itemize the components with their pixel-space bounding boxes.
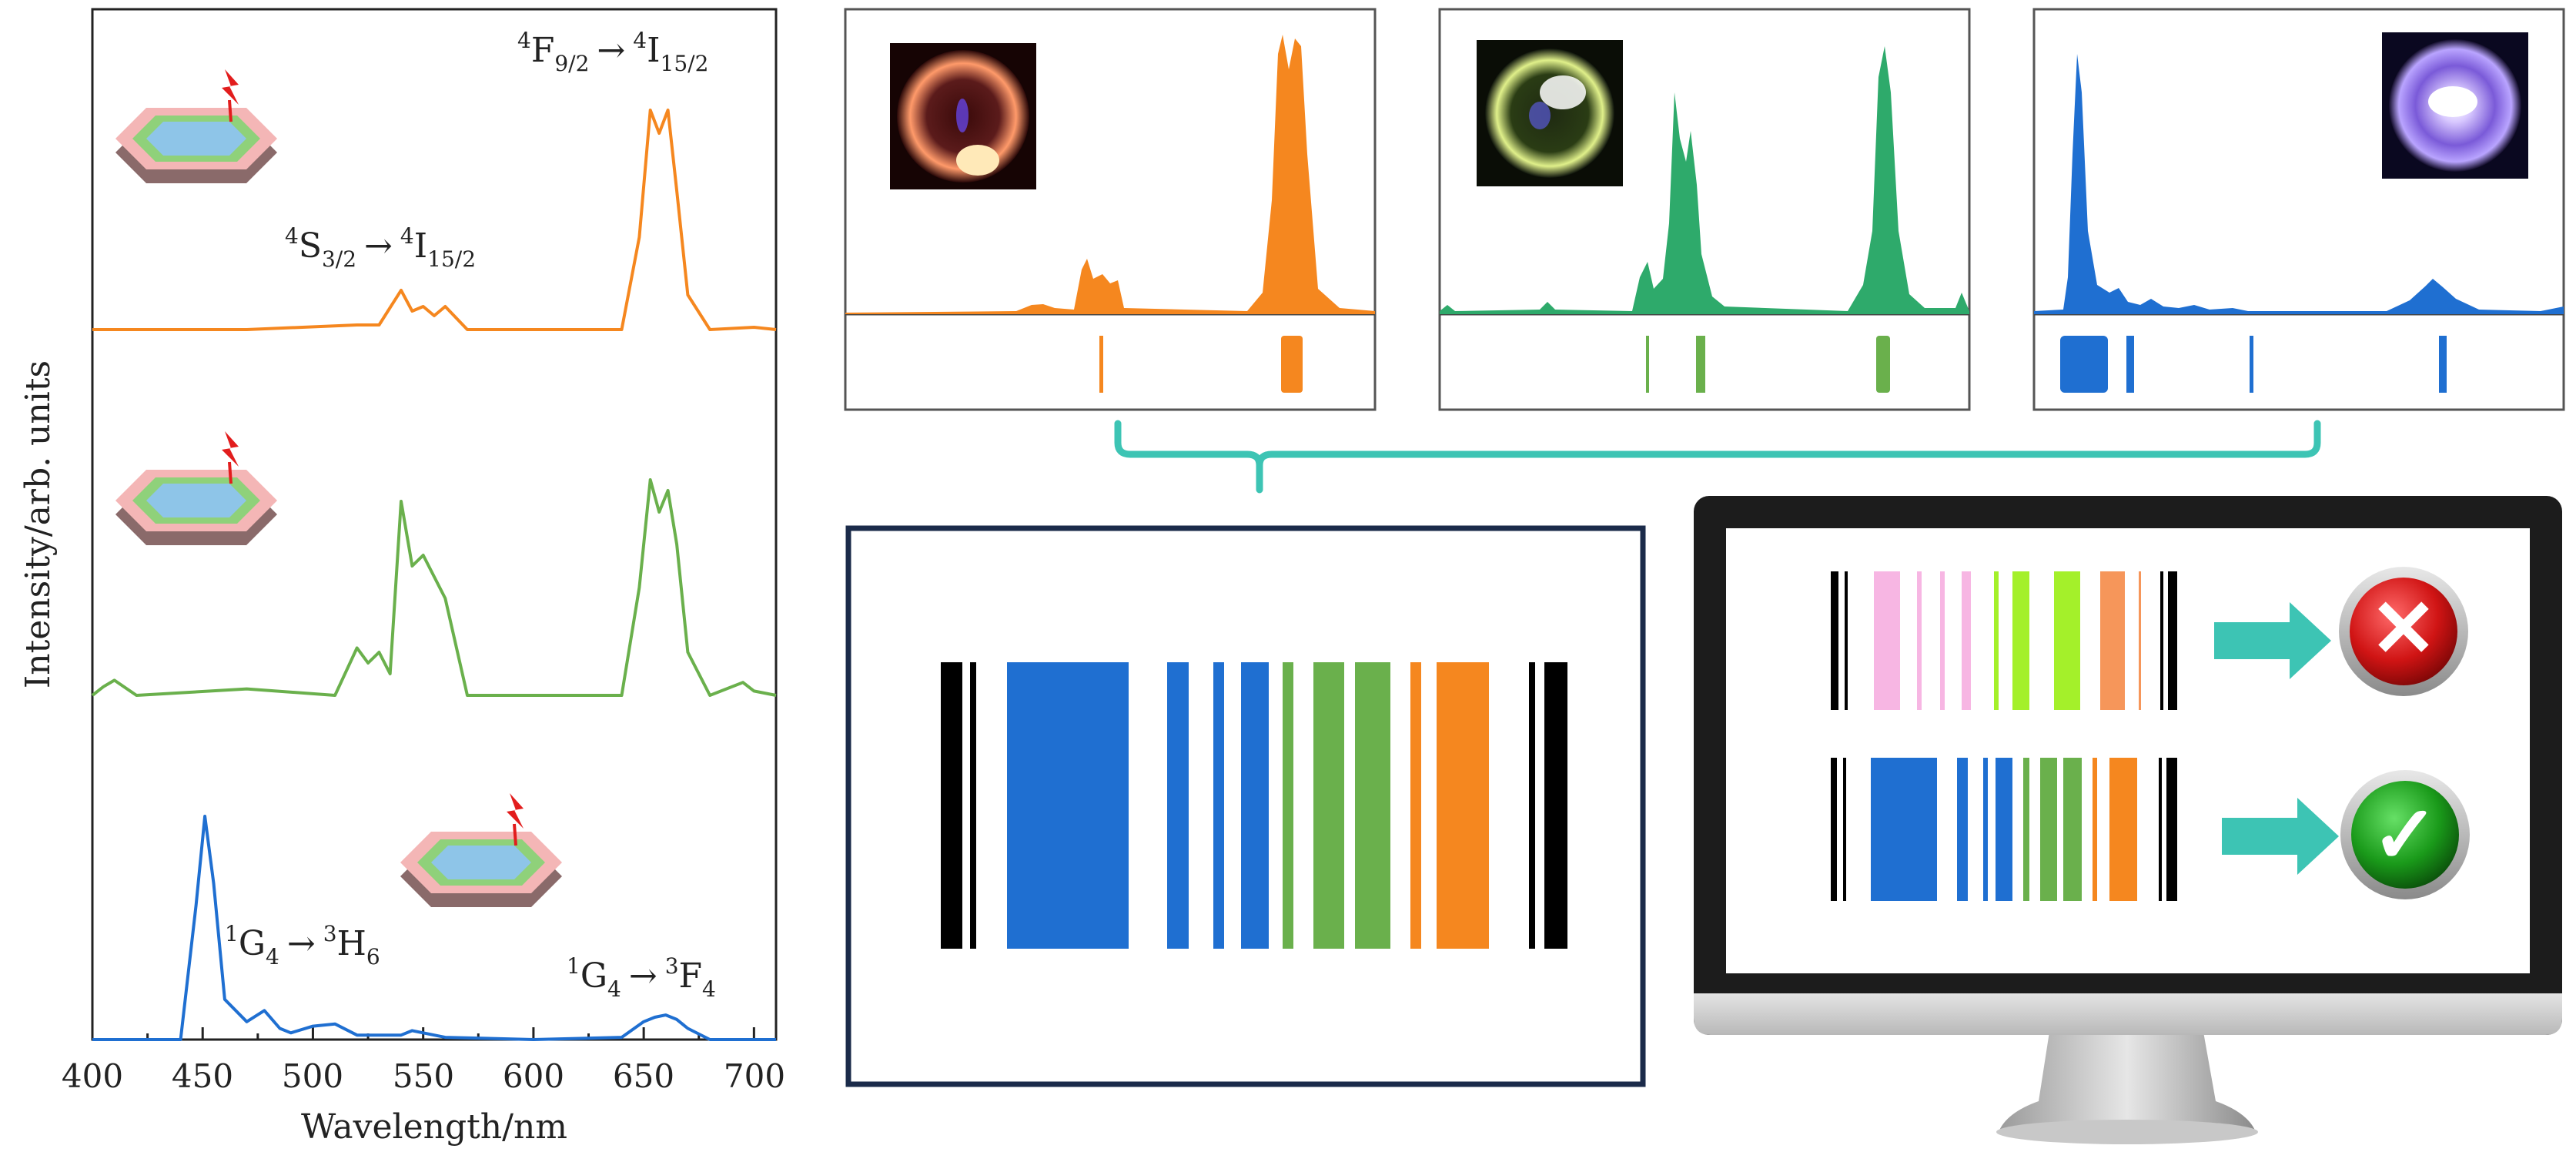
transition-label-4F9/2: 4F9/2 → 4I15/2 — [517, 28, 708, 76]
xtick-label: 550 — [393, 1057, 454, 1095]
spectrum-line-1 — [91, 478, 777, 697]
combine-bracket — [1114, 420, 2321, 494]
barcode-bar — [1313, 662, 1344, 949]
nanocrystal-icon — [399, 792, 564, 909]
xtick-label: 450 — [172, 1057, 233, 1095]
barcode-line — [1281, 336, 1303, 393]
barcode-rejected — [1831, 571, 2177, 710]
barcode-bar — [1007, 662, 1129, 949]
accept-icon: ✓ — [2340, 770, 2470, 899]
y-axis-label: Intensity/arb. units — [18, 360, 58, 688]
barcode-bar — [1529, 662, 1535, 949]
svg-text:✕: ✕ — [2370, 581, 2437, 675]
reject-icon: ✕ — [2339, 567, 2468, 696]
emission-spectra-plot: 400 450 500 550 600 650 700 Wavelength/n… — [18, 8, 785, 1147]
barcode-line — [2439, 336, 2447, 393]
spectral-series — [91, 109, 777, 1041]
transition-label-1G4-3F4: 1G4 → 3F4 — [567, 953, 716, 1002]
x-tick-marks — [91, 1027, 755, 1040]
barcode-bar — [1167, 662, 1189, 949]
spectrum-line-0 — [92, 109, 777, 331]
plot-frame — [91, 8, 778, 1041]
barcode-bar — [941, 662, 962, 949]
barcode-bar — [1355, 662, 1390, 949]
nanocrystal-icon — [114, 68, 279, 185]
spectrum-line-2 — [92, 815, 776, 1041]
xtick-label: 600 — [503, 1057, 564, 1095]
monitor: ✕ ✓ — [1694, 496, 2562, 1144]
arrow-right-icon — [2222, 798, 2339, 875]
arrow-right-icon — [2214, 602, 2331, 679]
xtick-label: 700 — [724, 1057, 785, 1095]
xtick-label: 400 — [62, 1057, 123, 1095]
barcode-line — [2060, 336, 2108, 393]
transition-label-4S3/2: 4S3/2 → 4I15/2 — [285, 223, 476, 272]
barcode-line — [2250, 336, 2253, 393]
spectrum-panel-blue — [2032, 8, 2565, 411]
barcode-accepted — [1831, 758, 2177, 901]
barcode-bar — [1283, 662, 1293, 949]
spectrum-area — [2034, 54, 2564, 314]
barcode-line — [2126, 336, 2134, 393]
transition-label-1G4-3H6: 1G4 → 3H6 — [225, 921, 380, 969]
combined-barcode-panel — [845, 525, 1646, 1087]
barcode-bar — [1213, 662, 1224, 949]
barcode-bar — [1241, 662, 1269, 949]
barcode-line — [1099, 336, 1103, 393]
barcode-line — [1646, 336, 1649, 393]
barcode-bar — [1410, 662, 1421, 949]
xtick-label: 650 — [613, 1057, 674, 1095]
monitor-stand — [1999, 1032, 2256, 1132]
svg-text:✓: ✓ — [2371, 787, 2438, 882]
barcode-bar — [1544, 662, 1567, 949]
barcode-line — [1876, 336, 1890, 393]
spectrum-panel-green — [1438, 8, 1971, 411]
barcode-bar — [1437, 662, 1489, 949]
spectrum-panel-orange — [844, 8, 1377, 411]
xtick-label: 500 — [282, 1057, 343, 1095]
x-axis-label: Wavelength/nm — [301, 1107, 567, 1147]
nanocrystal-icon — [114, 430, 279, 547]
barcode-bar — [970, 662, 976, 949]
barcode-line — [1696, 336, 1705, 393]
